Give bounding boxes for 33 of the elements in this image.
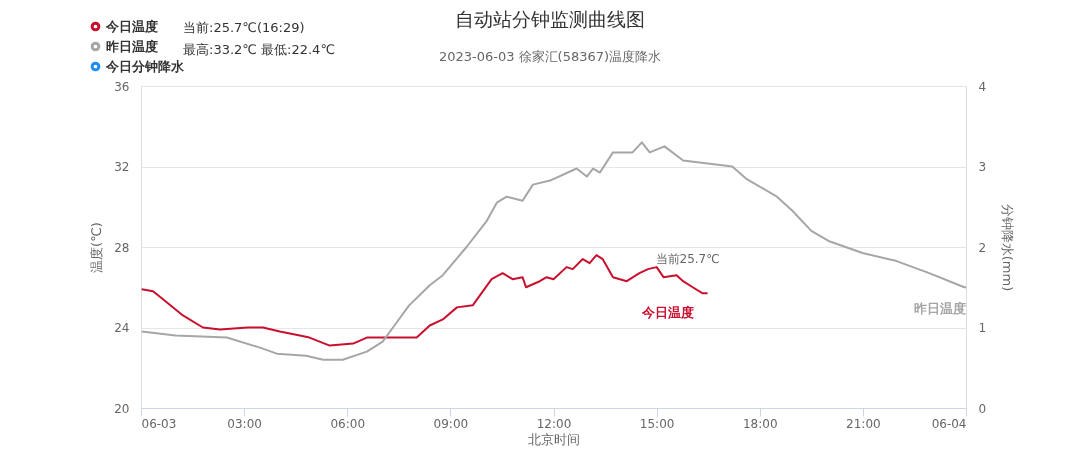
text: 当前:25.7℃(16:29) <box>183 20 305 35</box>
y-tick-label: 32 <box>114 160 130 174</box>
chart-title: 自动站分钟监测曲线图 <box>455 8 645 30</box>
y-tick-label: 28 <box>114 240 130 255</box>
text: 最高:33.2℃ 最低:22.4℃ <box>183 42 335 57</box>
x-tick-label: 09:00 <box>433 416 469 431</box>
y-axis-title: 温度(℃) <box>89 222 105 273</box>
legend-label: 昨日温度 <box>106 38 158 54</box>
y2-tick-label: 3 <box>978 160 987 174</box>
x-tick-label: 06-03 <box>141 416 177 431</box>
line-series <box>140 141 967 361</box>
y2-tick-label: 4 <box>978 79 987 94</box>
legend-label: 今日温度 <box>105 18 158 34</box>
y2-axis-title: 分钟降水(mm) <box>1000 203 1016 292</box>
legend-label: 今日分钟降水 <box>105 58 185 74</box>
x-tick-label: 03:00 <box>227 416 262 431</box>
x-tick-label: 06-04 <box>931 416 967 431</box>
x-tick-label: 06:00 <box>330 416 366 431</box>
annotation: 当前25.7℃ <box>655 252 720 267</box>
chart-subtitle: 2023-06-03 徐家汇(58367)温度降水 <box>438 49 662 64</box>
y2-tick-label: 2 <box>978 240 987 255</box>
x-axis-title: 北京时间 <box>528 431 580 447</box>
text: 昨日温度 <box>914 301 966 317</box>
y2-tick-label: 1 <box>978 321 987 335</box>
y-tick-label: 36 <box>114 79 130 94</box>
x-tick-label: 21:00 <box>846 416 881 431</box>
x-tick-label: 12:00 <box>536 416 572 431</box>
y-tick-label: 24 <box>114 321 130 335</box>
y2-tick-label: 0 <box>978 401 987 416</box>
text: 今日温度 <box>641 305 694 321</box>
y-tick-label: 20 <box>114 401 130 416</box>
x-tick-label: 15:00 <box>639 416 675 431</box>
x-tick-label: 18:00 <box>742 416 778 431</box>
